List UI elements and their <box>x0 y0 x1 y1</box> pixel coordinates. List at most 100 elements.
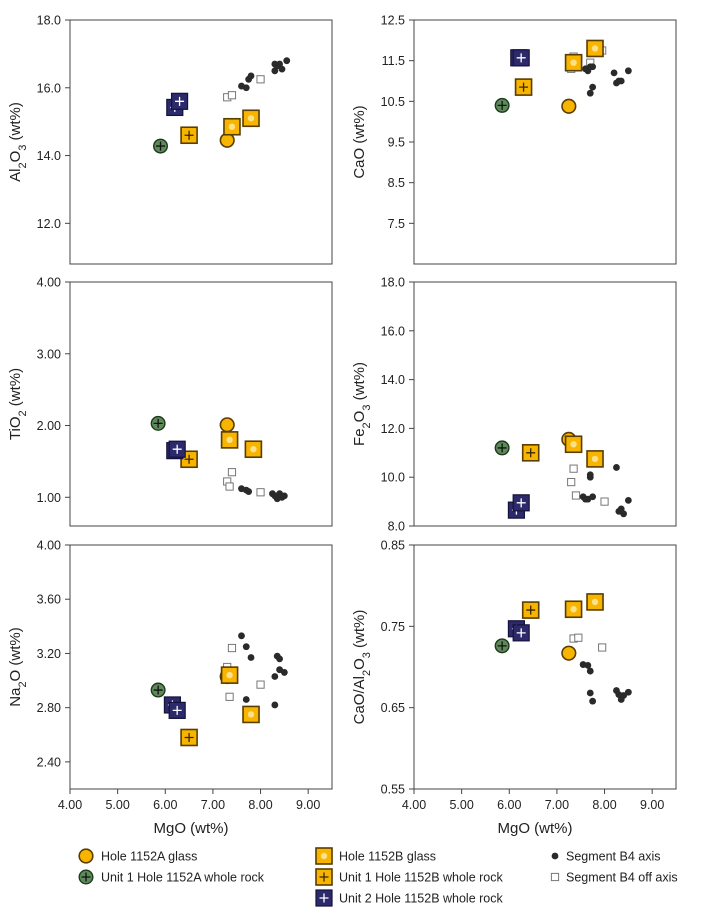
data-point-unit1A <box>150 682 166 698</box>
legend-symbol-unit1B <box>315 868 333 886</box>
data-point-unit2B <box>512 49 530 67</box>
legend-symbol-unit1A <box>78 869 94 885</box>
y-tick-label: 9.5 <box>388 136 405 150</box>
y-tick-label: 3.00 <box>37 347 61 361</box>
y-tick-label: 8.5 <box>388 176 405 190</box>
y-tick-label: 3.60 <box>37 593 61 607</box>
y-axis-label: CaO (wt%) <box>351 105 368 178</box>
legend-label: Hole 1152A glass <box>101 850 197 864</box>
data-point-axis <box>238 632 245 640</box>
data-point-glassB <box>242 109 260 128</box>
data-point-axis <box>624 67 632 75</box>
data-point-axis <box>613 464 620 471</box>
data-point-off <box>598 643 607 652</box>
panel-6: 0.55 0.65 0.75 0.85 4.00 5.00 6.00 7.00 8.00 9.00… <box>351 539 677 837</box>
y-tick-label: 16.0 <box>381 324 405 338</box>
data-point-axis <box>271 701 279 709</box>
x-tick-label: 5.00 <box>105 798 129 812</box>
legend-symbol-glassA <box>78 848 94 864</box>
panel-4: 8.0 10.0 12.0 14.0 16.0 18.0 Fe2O3 (wt%) <box>351 276 677 534</box>
x-tick-label: 9.00 <box>296 798 320 812</box>
y-tick-label: 3.20 <box>37 647 61 661</box>
data-point-glassB <box>223 117 241 136</box>
data-point-off <box>256 488 265 497</box>
legend-item: Unit 1 Hole 1152A whole rock <box>78 869 265 885</box>
legend-item: Unit 1 Hole 1152B whole rock <box>315 868 503 886</box>
y-tick-label: 14.0 <box>37 149 61 163</box>
data-point-off <box>227 643 237 653</box>
data-point-axis <box>584 661 592 669</box>
data-point-unit1B <box>514 78 533 96</box>
data-point-unit1A <box>153 138 169 154</box>
panel-5: 2.40 2.80 3.20 3.60 4.00 4.00 5.00 6.00 7.00 8.00… <box>7 539 333 837</box>
legend: Hole 1152A glass Hole 1152B glass Segment … <box>78 847 678 907</box>
data-point-unit2B <box>170 92 189 110</box>
y-tick-label: 2.00 <box>37 419 61 433</box>
data-point-axis <box>271 673 279 680</box>
y-axis-label: Al2O3 (wt%) <box>7 102 29 182</box>
data-point-off <box>225 692 234 701</box>
x-tick-label: 7.00 <box>545 798 569 812</box>
y-tick-label: 10.0 <box>381 471 405 485</box>
data-point-axis <box>620 510 627 518</box>
data-point-axis <box>586 667 594 675</box>
x-tick-label: 8.00 <box>248 798 272 812</box>
data-point-axis <box>245 488 253 495</box>
data-point-off <box>600 497 609 506</box>
x-tick-label: 4.00 <box>402 798 426 812</box>
data-point-axis <box>242 643 250 651</box>
y-tick-label: 2.40 <box>37 755 61 769</box>
plot-frame <box>413 281 677 527</box>
data-point-unit2B <box>168 440 186 458</box>
data-point-axis <box>610 69 618 77</box>
data-point-unit1B <box>180 728 198 747</box>
legend-item: Segment B4 off axis <box>550 871 678 885</box>
data-point-axis <box>620 692 627 699</box>
x-tick-label: 6.00 <box>153 798 177 812</box>
data-point-off <box>571 491 581 500</box>
legend-item: Hole 1152B glass <box>315 847 436 865</box>
data-point-axis <box>276 60 283 68</box>
data-point-off <box>225 482 234 491</box>
data-point-unit2B <box>512 494 530 512</box>
legend-item: Hole 1152A glass <box>78 848 197 864</box>
data-point-unit2B <box>512 624 530 642</box>
data-point-glassB <box>244 440 263 459</box>
data-point-unit1B <box>180 126 198 145</box>
data-point-axis <box>278 493 286 501</box>
data-point-glassB <box>586 39 604 58</box>
data-point-axis <box>589 63 597 71</box>
data-point-axis <box>586 473 594 481</box>
legend-item: Unit 2 Hole 1152B whole rock <box>315 889 503 907</box>
x-axis-label: MgO (wt%) <box>498 820 573 837</box>
legend-label: Unit 1 Hole 1152A whole rock <box>101 871 265 885</box>
legend-label: Segment B4 axis <box>566 850 661 864</box>
data-point-axis <box>276 655 283 663</box>
data-point-unit1B <box>521 601 540 619</box>
data-point-off <box>569 464 578 473</box>
legend-label: Hole 1152B glass <box>339 850 436 864</box>
data-point-axis <box>624 688 632 696</box>
data-point-unit1A <box>494 638 510 654</box>
y-tick-label: 4.00 <box>37 276 61 290</box>
y-tick-label: 0.85 <box>381 539 405 553</box>
data-point-axis <box>247 72 255 80</box>
data-point-off <box>567 477 576 487</box>
panel-3: 1.00 2.00 3.00 4.00 TiO2 (wt%) <box>7 276 333 527</box>
data-point-axis <box>589 83 597 91</box>
y-tick-label: 1.00 <box>37 491 61 505</box>
data-point-axis <box>617 77 625 85</box>
data-point-off <box>227 468 237 477</box>
y-axis-label: TiO2 (wt%) <box>7 368 29 440</box>
y-tick-label: 0.55 <box>381 783 405 797</box>
data-point-glassB <box>564 600 583 619</box>
legend-symbol-unit2B <box>315 889 333 907</box>
data-point-glassB <box>586 450 604 468</box>
data-point-axis <box>589 697 597 705</box>
y-tick-label: 12.0 <box>37 217 61 231</box>
y-tick-label: 12.0 <box>381 422 405 436</box>
y-tick-label: 16.0 <box>37 81 61 95</box>
legend-label: Segment B4 off axis <box>566 871 678 885</box>
data-point-glassA <box>561 645 577 661</box>
